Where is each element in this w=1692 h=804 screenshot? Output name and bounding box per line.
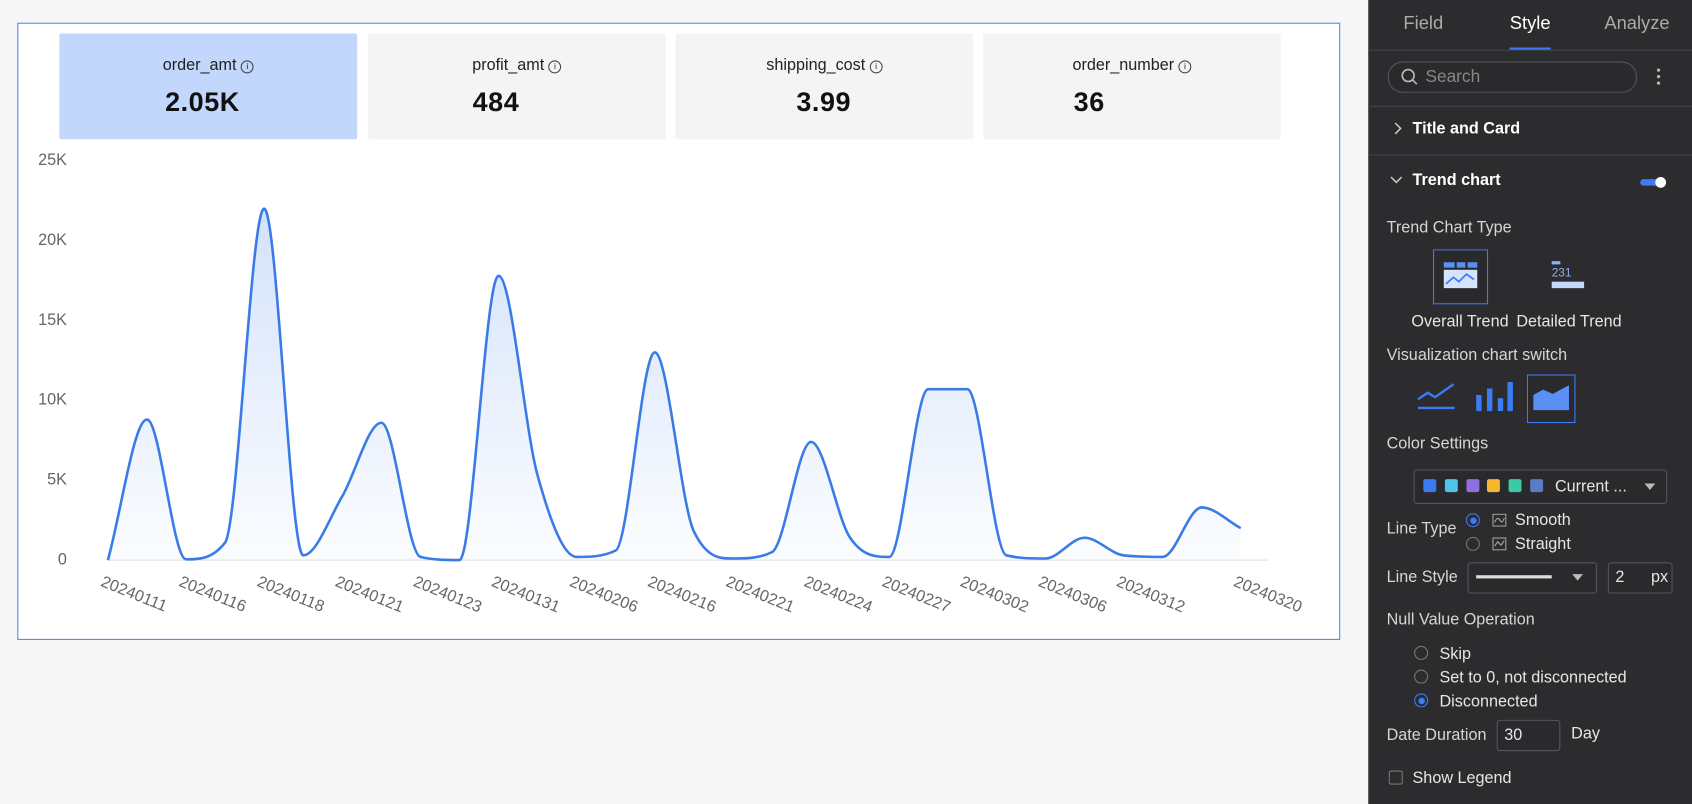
x-tick-label: 20240320 (1231, 573, 1304, 617)
field-label: Date Duration (1386, 725, 1487, 745)
select-value: Current ... (1554, 477, 1627, 496)
search-placeholder: Search (1425, 67, 1481, 87)
radio-label: Set to 0, not disconnected (1439, 668, 1627, 687)
y-tick-label: 10K (38, 391, 67, 409)
input-unit: px (1650, 568, 1669, 587)
y-tick-label: 20K (38, 231, 67, 249)
input-value: 30 (1504, 725, 1523, 745)
x-tick-label: 20240224 (801, 573, 874, 617)
option-label: Overall Trend (1411, 312, 1509, 331)
x-tick-label: 20240312 (1114, 573, 1187, 617)
radio-label: Skip (1439, 644, 1471, 664)
settings-panel: Field Style Analyze Search Title and Car… (1368, 0, 1692, 804)
kpi-name: order_amt (162, 56, 237, 75)
color-swatch (1423, 479, 1437, 493)
checkbox[interactable] (1388, 770, 1403, 785)
section-title[interactable]: Trend chart (1412, 171, 1501, 190)
icon-text: 231 (1552, 265, 1572, 279)
chevron-right (1394, 122, 1402, 135)
detailed-trend-icon[interactable]: 231 (1548, 259, 1591, 294)
section-title[interactable]: Title and Card (1412, 119, 1521, 138)
radio[interactable] (1465, 513, 1480, 528)
kpi-name: profit_amt (472, 56, 545, 75)
tab-indicator (1509, 47, 1551, 50)
y-tick-label: 0 (58, 550, 67, 568)
input-unit: Day (1571, 724, 1600, 744)
color-swatch (1487, 479, 1501, 493)
color-swatch (1508, 479, 1522, 493)
x-tick-label: 20240206 (567, 573, 640, 617)
kpi-value: 484 (472, 87, 520, 118)
radio-label: Disconnected (1439, 692, 1538, 711)
x-tick-label: 20240131 (489, 573, 562, 617)
line (106, 207, 1242, 562)
radio[interactable] (1414, 669, 1429, 684)
tab[interactable]: Style (1509, 12, 1551, 34)
bar-chart-icon[interactable] (1475, 381, 1514, 412)
radio[interactable] (1414, 645, 1429, 660)
input-value: 2 (1615, 568, 1625, 587)
smooth-icon (1492, 513, 1507, 527)
field-label: Visualization chart switch (1386, 345, 1568, 365)
color-swatch (1466, 479, 1479, 493)
caret (1572, 574, 1584, 581)
field-label: Trend Chart Type (1386, 218, 1512, 237)
option-label: Detailed Trend (1516, 312, 1622, 331)
search-box[interactable] (1387, 61, 1637, 93)
more-icon[interactable] (1655, 67, 1661, 89)
x-tick-label: 20240121 (333, 573, 406, 617)
x-tick-label: 20240118 (255, 573, 327, 616)
y-tick-label: 25K (38, 151, 67, 169)
radio[interactable] (1414, 693, 1429, 708)
tab[interactable]: Field (1403, 12, 1444, 34)
area (107, 208, 1241, 561)
x-tick-label: 20240116 (176, 573, 248, 616)
line-chart-icon[interactable] (1417, 380, 1456, 412)
field-label: Line Type (1386, 519, 1457, 538)
toggle[interactable] (1640, 175, 1668, 190)
kpi-card[interactable]: order_number i 36 (983, 33, 1281, 140)
field-label: Color Settings (1386, 434, 1489, 453)
straight-icon (1492, 537, 1507, 551)
x-tick-label: 20240216 (645, 573, 718, 617)
kpi-card[interactable]: profit_amt i 484 (367, 33, 666, 140)
x-tick-label: 20240306 (1036, 573, 1109, 617)
color-swatch (1530, 479, 1544, 493)
tab[interactable]: Analyze (1604, 12, 1670, 34)
x-tick-label: 20240221 (723, 573, 796, 617)
kpi-value: 36 (1073, 87, 1105, 118)
x-tick-label: 20240111 (98, 573, 169, 616)
line-sample (1476, 575, 1552, 579)
radio-label: Straight (1515, 534, 1571, 554)
field-label: Null Value Operation (1386, 610, 1535, 629)
kpi-card[interactable]: shipping_cost i 3.99 (675, 33, 974, 140)
kpi-name: shipping_cost (766, 56, 866, 75)
kpi-card[interactable]: order_amt i 2.05K (59, 33, 358, 140)
y-tick-label: 5K (47, 471, 67, 489)
x-tick-label: 20240123 (411, 573, 484, 617)
kpi-value: 3.99 (796, 87, 852, 118)
y-tick-label: 15K (38, 311, 67, 329)
x-tick-label: 20240227 (880, 573, 953, 617)
checkbox-label: Show Legend (1412, 768, 1512, 788)
radio[interactable] (1465, 536, 1480, 551)
caret (1644, 483, 1656, 490)
kpi-value: 2.05K (165, 87, 240, 118)
chevron-down (1390, 176, 1403, 184)
kpi-name: order_number (1072, 56, 1175, 75)
area-chart-icon[interactable] (1526, 374, 1577, 424)
field-label: Line Style (1386, 568, 1458, 587)
radio-label: Smooth (1515, 511, 1571, 530)
overall-trend-icon[interactable] (1433, 249, 1489, 305)
x-tick-label: 20240302 (958, 573, 1031, 617)
date-input[interactable] (1496, 719, 1561, 752)
color-swatch (1444, 479, 1458, 493)
search-icon (1401, 68, 1418, 85)
line-width-input[interactable] (1607, 562, 1673, 594)
